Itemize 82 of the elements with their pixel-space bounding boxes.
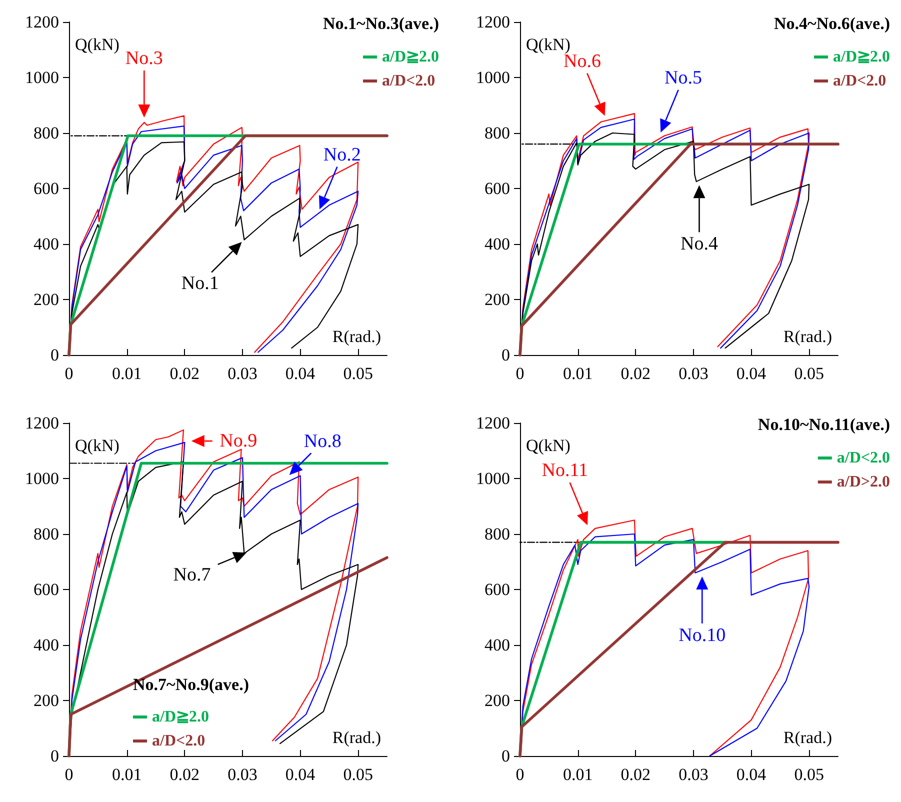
x-tick-label: 0.04	[736, 364, 767, 383]
annotation: No.2	[323, 144, 361, 166]
x-tick-label: 0.01	[112, 364, 142, 383]
y-tick-label: 800	[34, 124, 59, 142]
x-tick-label: 0.02	[620, 765, 651, 784]
annotation: No.5	[664, 68, 702, 89]
x-tick-label: 0.04	[285, 765, 316, 784]
x-tick-label: 0	[64, 765, 74, 784]
y-tick-label: 600	[484, 580, 510, 599]
y-tick-label: 0	[50, 746, 59, 766]
x-tick-label: 0.05	[794, 364, 824, 383]
y-axis-title: Q(kN)	[526, 35, 570, 54]
y-tick-label: 600	[34, 179, 59, 198]
annotation: No.7	[173, 564, 211, 586]
x-tick-label: 0.02	[170, 765, 200, 784]
y-tick-label: 1200	[476, 12, 510, 32]
y-axis-title: Q(kN)	[526, 436, 570, 455]
annotation: No.9	[220, 430, 258, 452]
x-tick-label: 0.03	[228, 364, 258, 383]
text: No.7~No.9(ave.)	[133, 675, 250, 694]
y-tick-label: 200	[484, 290, 510, 309]
legend-label: a/D≧2.0	[382, 48, 439, 66]
x-axis-title: R(rad.)	[332, 728, 381, 747]
y-tick-label: 200	[34, 691, 59, 710]
annotation: No.3	[125, 48, 163, 69]
x-tick-label: 0.05	[343, 364, 373, 383]
y-tick-label: 800	[484, 524, 510, 544]
legend-label: a/D<2.0	[833, 72, 886, 90]
x-tick-label: 0	[516, 765, 524, 784]
y-axis-title: Q(kN)	[75, 436, 120, 455]
y-tick-label: 1200	[25, 414, 59, 432]
x-axis-title: R(rad.)	[783, 728, 832, 747]
x-axis-title: R(rad.)	[783, 327, 832, 346]
y-tick-label: 1000	[25, 469, 59, 488]
y-tick-label: 400	[34, 234, 59, 254]
chart-title: No.4~No.6(ave.)	[774, 14, 890, 33]
x-tick-label: 0.03	[228, 765, 258, 784]
y-tick-label: 400	[484, 234, 510, 254]
x-tick-label: 0.01	[112, 765, 142, 784]
annotation: No.10	[678, 624, 726, 646]
y-tick-label: 400	[484, 636, 510, 654]
y-tick-label: 800	[484, 124, 510, 142]
y-tick-label: 600	[34, 580, 59, 599]
chart-title: No.10~No.11(ave.)	[758, 415, 890, 434]
y-tick-label: 0	[50, 346, 59, 364]
y-tick-label: 1000	[25, 68, 59, 87]
y-tick-label: 800	[34, 524, 59, 544]
legend-label: a/D<2.0	[382, 72, 436, 90]
chart-title: No.1~No.3(ave.)	[322, 14, 440, 33]
annotation: No.4	[680, 234, 718, 255]
x-tick-label: 0.02	[170, 364, 200, 383]
y-tick-label: 0	[502, 346, 510, 364]
annotation: No.11	[542, 460, 588, 482]
y-axis-title: Q(kN)	[75, 35, 120, 54]
x-tick-label: 0.04	[736, 765, 767, 784]
annotation: No.1	[181, 273, 219, 294]
legend-label: a/D≧2.0	[152, 708, 209, 726]
y-tick-label: 1200	[476, 414, 510, 432]
y-tick-label: 400	[34, 636, 59, 654]
x-tick-label: 0	[516, 364, 524, 383]
x-tick-label: 0.05	[794, 765, 824, 784]
x-tick-label: 0.05	[343, 765, 373, 784]
x-tick-label: 0.03	[678, 364, 708, 383]
y-tick-label: 1000	[476, 68, 510, 87]
y-tick-label: 1200	[25, 12, 59, 32]
x-tick-label: 0.01	[562, 364, 593, 383]
legend-label: a/D<2.0	[152, 732, 206, 750]
legend-label: a/D>2.0	[836, 474, 890, 490]
legend-label: a/D<2.0	[836, 450, 890, 466]
y-tick-label: 1000	[476, 469, 510, 488]
x-tick-label: 0.04	[285, 364, 316, 383]
y-tick-label: 200	[34, 290, 59, 309]
x-tick-label: 0.01	[562, 765, 593, 784]
legend-label: a/D≧2.0	[833, 48, 890, 66]
x-axis-title: R(rad.)	[332, 327, 381, 346]
y-tick-label: 600	[484, 179, 510, 198]
x-tick-label: 0	[64, 364, 74, 383]
y-tick-label: 0	[502, 746, 510, 766]
y-tick-label: 200	[484, 691, 510, 710]
x-tick-label: 0.02	[620, 364, 651, 383]
x-tick-label: 0.03	[678, 765, 708, 784]
annotation: No.8	[304, 431, 342, 452]
